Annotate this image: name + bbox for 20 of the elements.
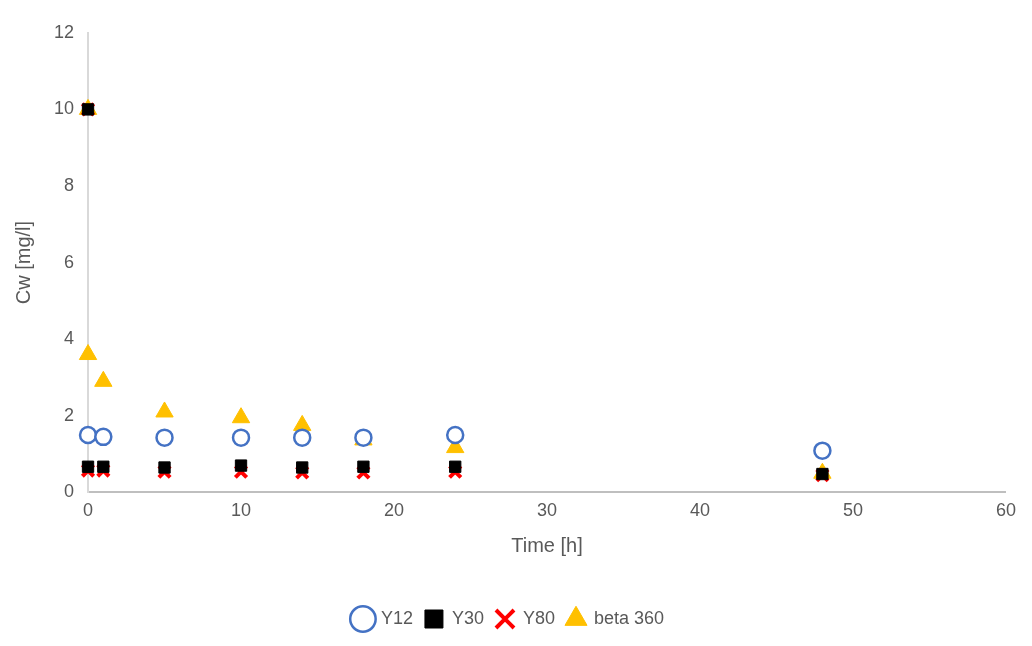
x-tick-label: 0 (83, 500, 94, 521)
legend-label: Y80 (522, 607, 556, 628)
legend-label: Y30 (451, 607, 484, 628)
y-tick-label: 6 (64, 251, 75, 272)
x-tick-label: 20 (384, 500, 405, 521)
y-tick-label: 10 (53, 98, 75, 119)
y-tick-label: 4 (64, 328, 75, 349)
y-tick-label: 2 (64, 404, 75, 425)
legend-label: beta 360 (594, 607, 665, 628)
x-tick-label: 50 (842, 500, 864, 521)
x-tick-label: 30 (536, 500, 558, 521)
x-tick-label: 60 (995, 500, 1016, 521)
x-tick-label: 10 (231, 500, 252, 521)
legend-label: Y12 (380, 607, 413, 628)
y-tick-label: 8 (64, 174, 75, 195)
y-tick-label: 0 (64, 481, 75, 502)
x-tick-label: 40 (689, 500, 711, 521)
y-tick-label: 12 (53, 21, 75, 42)
y-axis-title: Cw [mg/l] (11, 220, 34, 305)
x-axis-title: Time [h] (511, 533, 583, 556)
